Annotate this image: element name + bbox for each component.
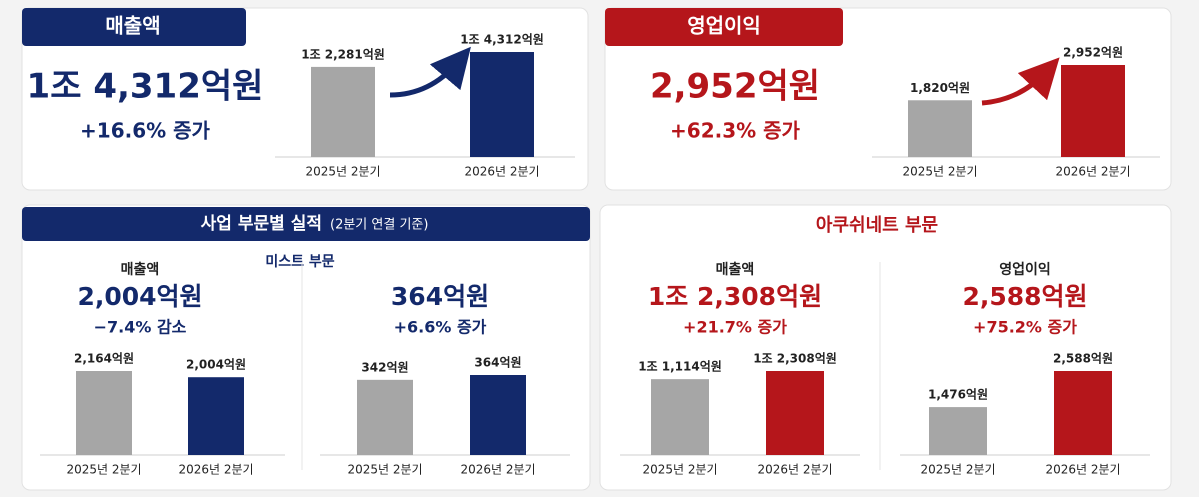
value-label: 1,476억원 [928,388,988,402]
value-label: 1조 2,308억원 [753,352,837,366]
x-tick-label: 2025년 2분기 [902,165,977,179]
value-label: 1조 4,312억원 [460,33,544,47]
change-rate: +6.6% 증가 [394,318,487,337]
change-rate: +75.2% 증가 [973,318,1077,337]
panel [604,7,1172,191]
bar [470,52,534,157]
bar [908,100,972,157]
change-rate: +62.3% 증가 [670,119,801,143]
x-tick-label: 2025년 2분기 [66,463,141,477]
bar [76,371,132,455]
change-rate: −7.4% 감소 [94,318,187,337]
x-tick-label: 2026년 2분기 [1045,463,1120,477]
header-bar [22,207,590,241]
x-tick-label: 2025년 2분기 [642,463,717,477]
bar [357,379,413,455]
section-note: (2분기 연결 기준) [330,218,428,233]
chart-title: 영업이익 [687,14,761,38]
bar [188,377,244,455]
section-subtitle: 미스트 부문 [265,254,334,270]
x-tick-label: 2026년 2분기 [464,165,539,179]
change-rate: +16.6% 증가 [80,119,211,143]
x-tick-label: 2025년 2분기 [305,165,380,179]
headline-value: 2,952억원 [650,67,820,107]
x-tick-label: 2026년 2분기 [1055,165,1130,179]
bar [1061,65,1125,157]
value-label: 2,588억원 [1053,352,1113,366]
headline-value: 2,588억원 [962,282,1087,311]
bar [929,407,987,455]
bar [1054,371,1112,455]
headline-value: 2,004억원 [77,282,202,311]
panel [21,204,591,491]
value-label: 1조 2,281억원 [301,47,385,61]
bar [311,66,375,157]
value-label: 342억원 [361,360,408,374]
headline-value: 1조 2,308억원 [648,282,822,311]
trend-arrow [389,46,471,98]
chart-title: 매출액 [716,261,755,278]
panel [599,204,1172,491]
x-tick-label: 2025년 2분기 [347,463,422,477]
value-label: 1조 1,114억원 [638,360,722,374]
value-label: 2,952억원 [1063,46,1123,60]
x-tick-label: 2026년 2분기 [178,463,253,477]
section-title: 아쿠쉬네트 부문 [816,215,938,236]
bar [651,379,709,455]
chart-title: 매출액 [121,261,160,278]
x-tick-label: 2026년 2분기 [757,463,832,477]
value-label: 2,004억원 [186,358,246,372]
chart-title: 매출액 [105,14,160,38]
bar [766,371,824,455]
value-label: 1,820억원 [910,81,970,95]
headline-value: 1조 4,312억원 [27,67,264,107]
value-label: 2,164억원 [74,352,134,366]
headline-value: 364억원 [391,282,489,311]
value-label: 364억원 [474,356,521,370]
section-title: 사업 부문별 실적 [201,214,322,234]
x-tick-label: 2026년 2분기 [460,463,535,477]
chart-title: 영업이익 [999,261,1051,278]
x-tick-label: 2025년 2분기 [920,463,995,477]
header-tab [605,8,843,46]
change-rate: +21.7% 증가 [683,318,787,337]
trend-arrow [981,57,1060,106]
bar [470,375,526,455]
header-tab [22,8,246,46]
